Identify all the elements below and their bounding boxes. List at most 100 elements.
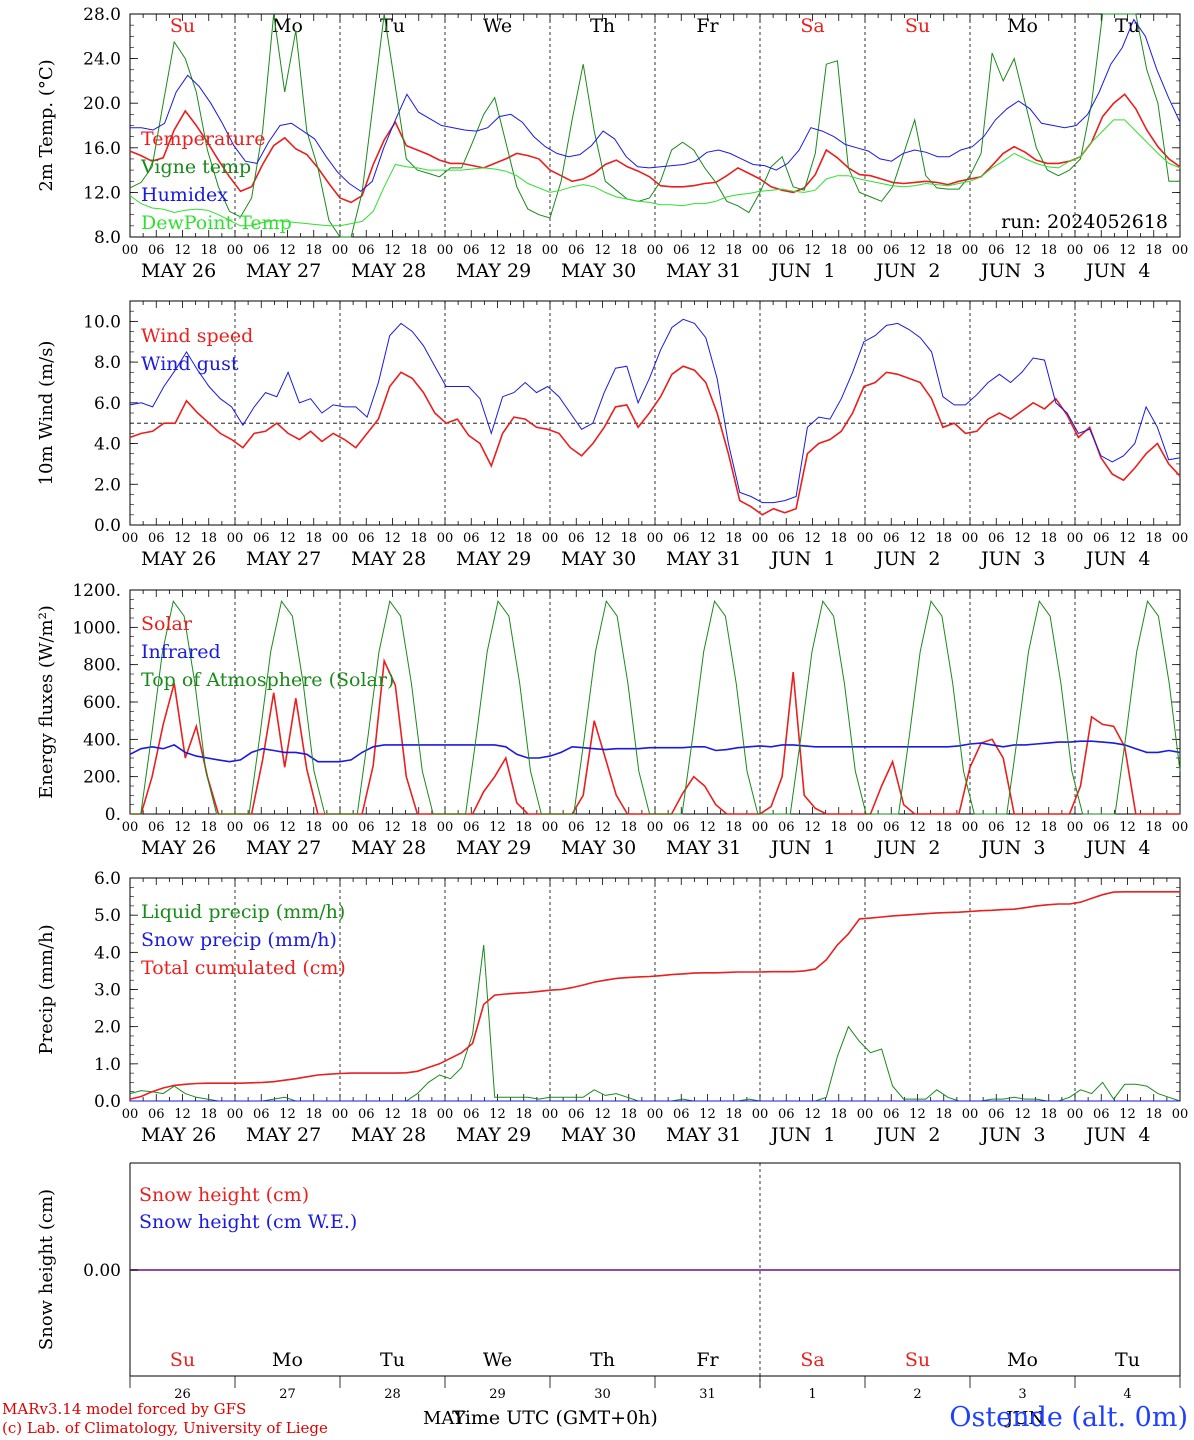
y-tick-label: 4.0 <box>94 435 121 455</box>
hour-tick-label: 12 <box>279 1107 296 1122</box>
hour-tick-label: 00 <box>1067 531 1084 546</box>
legend-label: Vigne temp <box>140 156 251 178</box>
hour-tick-label: 00 <box>1067 243 1084 258</box>
hour-tick-label: 12 <box>804 820 821 835</box>
hour-tick-label: 18 <box>725 820 742 835</box>
y-tick-label: 24.0 <box>83 50 121 70</box>
hour-tick-label: 18 <box>1145 1107 1162 1122</box>
hour-tick-label: 06 <box>568 531 585 546</box>
hour-tick-label: 00 <box>857 531 874 546</box>
y-tick-label: 2.0 <box>94 1018 121 1038</box>
y-tick-label: 200. <box>83 768 121 788</box>
hour-tick-label: 18 <box>830 531 847 546</box>
hour-tick-label: 06 <box>568 1107 585 1122</box>
day-name-label: Su <box>905 1349 930 1371</box>
day-number-label: 3 <box>1018 1387 1026 1402</box>
legend-label: Liquid precip (mm/h) <box>141 901 345 923</box>
hour-tick-label: 18 <box>305 820 322 835</box>
hour-tick-label: 06 <box>358 820 375 835</box>
day-number-label: 29 <box>489 1387 506 1402</box>
date-label: JUN 2 <box>874 1124 940 1146</box>
hour-tick-label: 18 <box>1040 243 1057 258</box>
hour-tick-label: 18 <box>305 1107 322 1122</box>
legend-label: Wind speed <box>141 325 253 347</box>
hour-tick-label: 00 <box>227 243 244 258</box>
date-label: MAY 31 <box>666 837 741 859</box>
hour-tick-label: 00 <box>962 243 979 258</box>
hour-tick-label: 06 <box>358 1107 375 1122</box>
y-tick-label: 3.0 <box>94 981 121 1001</box>
hour-tick-label: 18 <box>830 820 847 835</box>
day-name-label: Tu <box>1115 1349 1140 1371</box>
hour-tick-label: 18 <box>410 820 427 835</box>
panel-frame-1 <box>129 300 1181 526</box>
day-number-label: 28 <box>384 1387 401 1402</box>
legend-label: Snow height (cm) <box>139 1184 309 1206</box>
hour-tick-label: 06 <box>358 243 375 258</box>
hour-tick-label: 06 <box>1093 820 1110 835</box>
hour-tick-label: 12 <box>489 1107 506 1122</box>
legend-label: Wind gust <box>141 353 239 375</box>
hour-tick-label: 00 <box>647 1107 664 1122</box>
hour-tick-label: 00 <box>857 243 874 258</box>
date-label: JUN 4 <box>1084 1124 1150 1146</box>
hour-tick-label: 18 <box>830 243 847 258</box>
hour-tick-label: 12 <box>804 531 821 546</box>
hour-tick-label: 00 <box>437 1107 454 1122</box>
hour-tick-label: 12 <box>1014 531 1031 546</box>
hour-tick-label: 00 <box>227 1107 244 1122</box>
hour-tick-label: 06 <box>1093 243 1110 258</box>
hour-tick-label: 06 <box>568 820 585 835</box>
day-name-label: We <box>483 1349 512 1371</box>
hour-tick-label: 00 <box>752 531 769 546</box>
legend-label: Solar <box>141 613 193 635</box>
legend-label: Snow precip (mm/h) <box>141 929 337 951</box>
hour-tick-label: 06 <box>253 1107 270 1122</box>
y-tick-label: 0.0 <box>94 1092 121 1112</box>
day-name-label: Tu <box>380 15 405 37</box>
hour-tick-label: 00 <box>647 531 664 546</box>
y-axis-label: Energy fluxes (W/m²) <box>36 605 57 799</box>
hour-tick-label: 06 <box>253 820 270 835</box>
hour-tick-label: 12 <box>489 820 506 835</box>
y-tick-label: 400. <box>83 730 121 750</box>
x-axis-title: Time UTC (GMT+0h) <box>452 1407 658 1429</box>
date-label: MAY 27 <box>246 260 321 282</box>
legend-label: Total cumulated (cm) <box>141 957 346 979</box>
hour-tick-label: 12 <box>804 243 821 258</box>
day-number-label: 2 <box>913 1387 921 1402</box>
date-label: MAY 27 <box>246 837 321 859</box>
hour-tick-label: 06 <box>463 1107 480 1122</box>
hour-tick-label: 06 <box>883 531 900 546</box>
hour-tick-label: 18 <box>305 243 322 258</box>
date-label: JUN 1 <box>769 837 835 859</box>
hour-tick-label: 00 <box>542 820 559 835</box>
date-label: MAY 29 <box>456 260 531 282</box>
hour-tick-label: 06 <box>148 243 165 258</box>
hour-tick-label: 00 <box>122 1107 139 1122</box>
y-tick-label: 8.0 <box>94 228 121 248</box>
hour-tick-label: 00 <box>962 531 979 546</box>
date-label: MAY 28 <box>351 837 426 859</box>
run-label: run: 2024052618 <box>1001 211 1168 233</box>
hour-tick-label: 18 <box>620 1107 637 1122</box>
hour-tick-label: 18 <box>515 243 532 258</box>
hour-tick-label: 00 <box>122 243 139 258</box>
day-name-label: Su <box>905 15 930 37</box>
legend-label: Infrared <box>141 641 221 663</box>
model-credit: MARv3.14 model forced by GFS <box>2 1400 247 1418</box>
date-label: MAY 29 <box>456 837 531 859</box>
y-tick-label: 1000. <box>72 618 121 638</box>
hour-tick-label: 06 <box>778 820 795 835</box>
hour-tick-label: 00 <box>752 1107 769 1122</box>
day-name-label: Sa <box>800 15 824 37</box>
hour-tick-label: 00 <box>1067 1107 1084 1122</box>
hour-tick-label: 06 <box>463 531 480 546</box>
date-label: JUN 4 <box>1084 837 1150 859</box>
y-axis-label: 2m Temp. (°C) <box>36 59 57 191</box>
day-name-label: Fr <box>696 1349 719 1371</box>
hour-tick-label: 00 <box>542 243 559 258</box>
legend-label: Temperature <box>141 128 265 150</box>
y-tick-label: 1.0 <box>94 1055 121 1075</box>
hour-tick-label: 06 <box>253 243 270 258</box>
